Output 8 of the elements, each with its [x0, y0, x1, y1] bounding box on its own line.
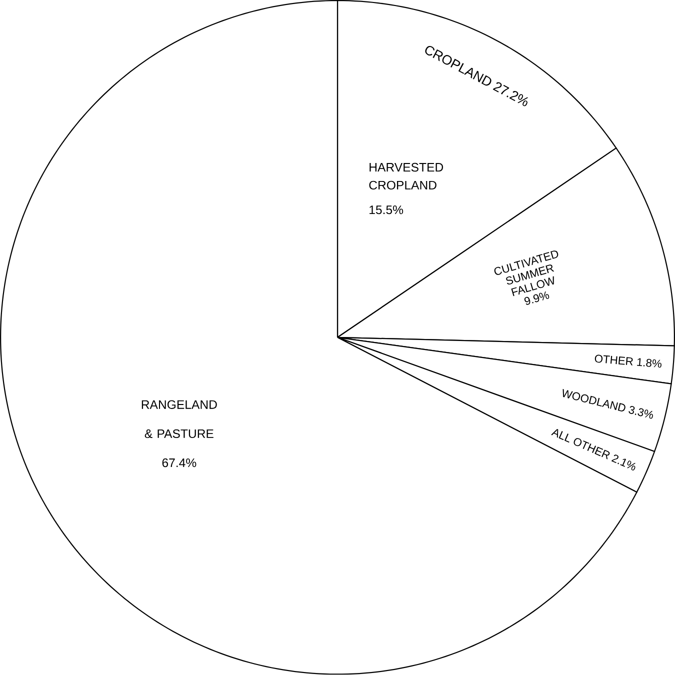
data-label: 3.3% [628, 406, 653, 419]
slice-label: HARVESTED CROPLAND [369, 163, 444, 190]
category-label: RANGELAND & PASTURE [142, 400, 217, 438]
data-label: 2.1% [611, 454, 636, 471]
data-label: 15.5% [370, 206, 404, 214]
data-label: 1.8% [637, 358, 662, 368]
slice-label: OTHER [594, 354, 633, 366]
data-label: 67.4% [162, 458, 196, 468]
